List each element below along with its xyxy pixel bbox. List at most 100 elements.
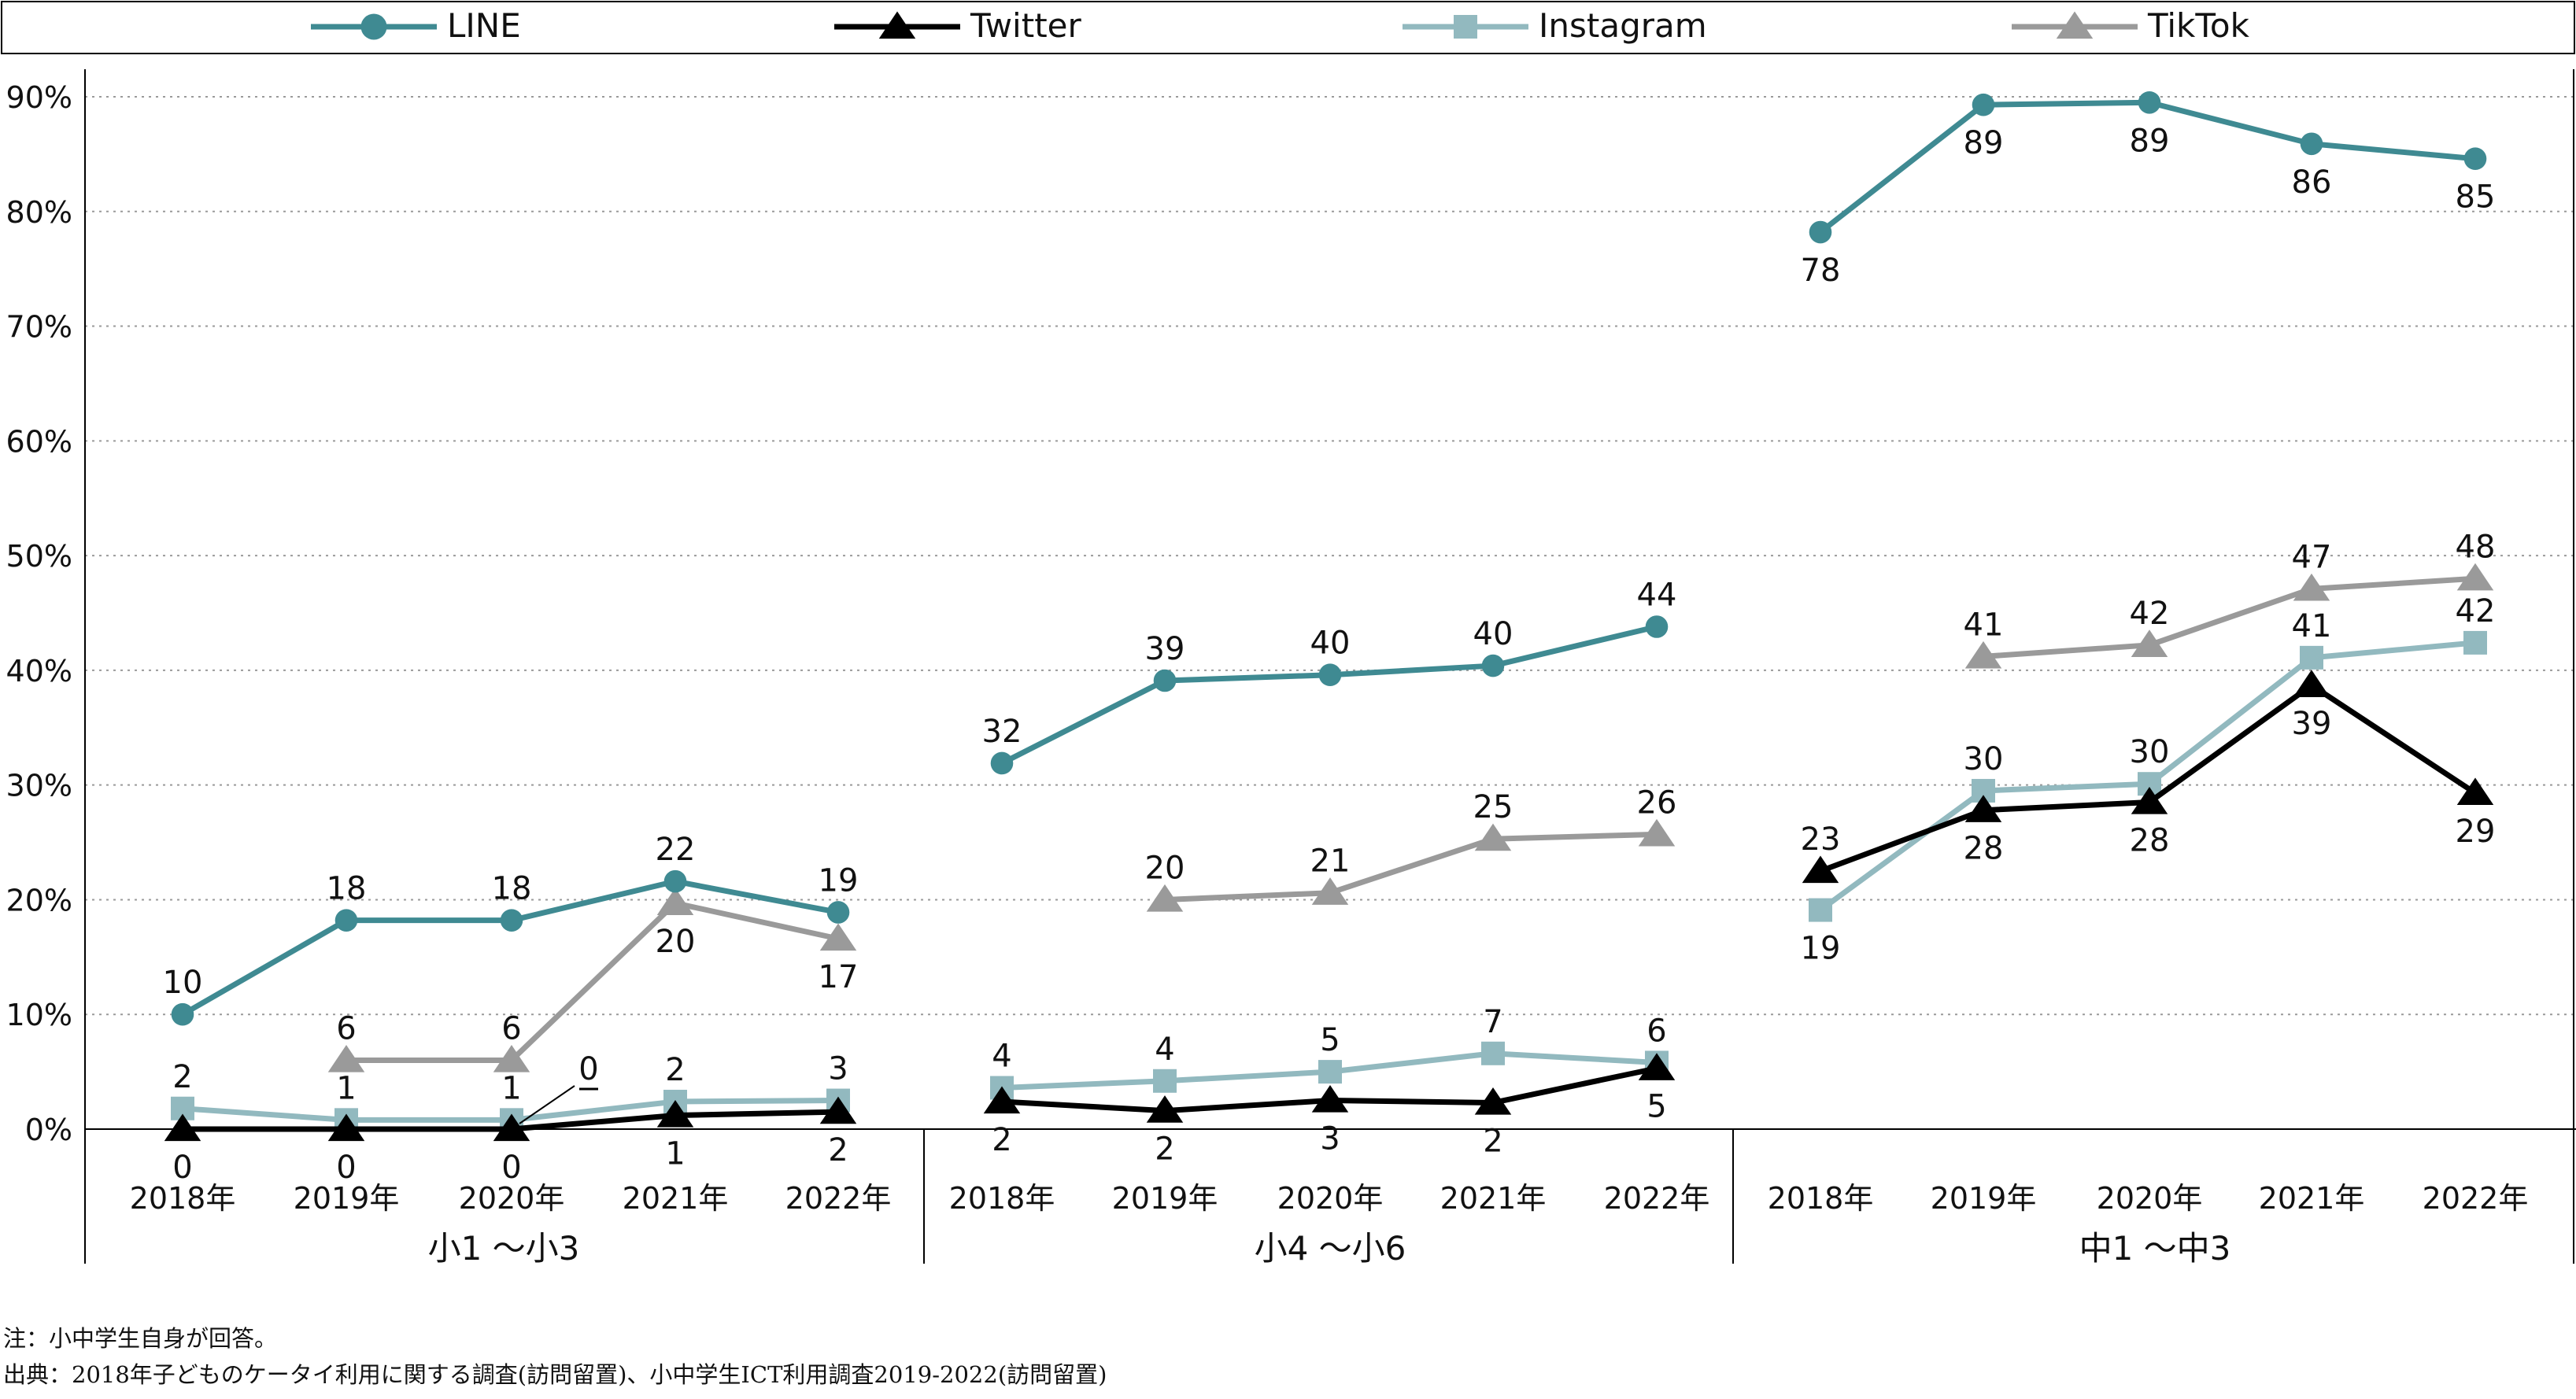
point-tiktok xyxy=(2456,563,2494,591)
y-tick-label: 90% xyxy=(6,80,72,115)
data-label-line: 22 xyxy=(656,832,696,868)
data-label-twitter: 2 xyxy=(992,1122,1011,1158)
data-label-instagram: 5 xyxy=(1320,1022,1340,1058)
x-tick-label: 2019年 xyxy=(1931,1181,2037,1216)
y-tick-label: 10% xyxy=(6,998,72,1032)
point-line xyxy=(1809,220,1832,244)
point-tiktok xyxy=(1638,818,1676,847)
point-line xyxy=(1645,615,1669,638)
point-line xyxy=(1972,93,1995,116)
x-tick-label: 2022年 xyxy=(785,1181,892,1216)
point-tiktok xyxy=(819,923,857,951)
point-line xyxy=(334,909,358,932)
data-label-line: 40 xyxy=(1473,616,1513,652)
point-instagram xyxy=(2463,630,2487,655)
point-twitter xyxy=(656,1099,694,1128)
x-tick-label: 2019年 xyxy=(1112,1181,1218,1216)
data-label-instagram: 30 xyxy=(2130,734,2170,770)
group-label: 小1 〜小3 xyxy=(428,1229,580,1268)
legend-label-tiktok: TikTok xyxy=(2147,6,2250,45)
data-label-twitter: 29 xyxy=(2456,814,2496,850)
data-label-tiktok: 42 xyxy=(2130,596,2170,632)
data-label-twitter: 0 xyxy=(336,1150,356,1186)
point-line xyxy=(826,901,850,924)
group-label: 小4 〜小6 xyxy=(1255,1229,1406,1268)
data-label-line: 89 xyxy=(2130,123,2170,159)
data-label-instagram: 2 xyxy=(665,1052,685,1088)
y-tick-label: 80% xyxy=(6,195,72,230)
point-line xyxy=(663,869,687,893)
data-label-twitter: 2 xyxy=(828,1132,848,1168)
point-instagram xyxy=(1153,1069,1177,1093)
point-line xyxy=(1153,669,1177,692)
data-label-line: 19 xyxy=(819,862,859,899)
point-tiktok xyxy=(2131,629,2168,657)
data-label-instagram: 1 xyxy=(501,1070,521,1106)
point-instagram xyxy=(1481,1041,1505,1065)
data-label-tiktok: 20 xyxy=(1145,850,1185,886)
data-label-twitter: 1 xyxy=(665,1136,685,1172)
data-label-tiktok: 48 xyxy=(2456,529,2496,565)
series-line-tiktok xyxy=(346,900,839,1064)
point-twitter xyxy=(2293,670,2330,697)
point-twitter xyxy=(327,1113,365,1142)
annotation-label: 0 xyxy=(578,1051,598,1087)
data-label-twitter: 2 xyxy=(1155,1131,1174,1168)
legend-marker-line xyxy=(360,13,387,40)
data-label-tiktok: 21 xyxy=(1310,843,1351,880)
point-line xyxy=(2463,147,2487,171)
data-label-tiktok: 20 xyxy=(656,924,696,960)
source-text: 出典：2018年子どものケータイ利用に関する調査(訪問留置)、小中学生ICT利用… xyxy=(3,1361,1107,1388)
data-label-instagram: 42 xyxy=(2456,593,2496,629)
x-tick-label: 2019年 xyxy=(294,1181,400,1216)
point-tiktok xyxy=(2293,573,2330,601)
data-label-line: 32 xyxy=(982,714,1022,750)
data-label-line: 85 xyxy=(2456,179,2496,216)
point-line xyxy=(2300,132,2323,156)
data-label-instagram: 7 xyxy=(1483,1004,1502,1040)
data-label-tiktok: 26 xyxy=(1637,784,1677,821)
point-twitter xyxy=(493,1113,530,1142)
group-label: 中1 〜中3 xyxy=(2079,1229,2231,1268)
series-line-line xyxy=(1818,99,2476,234)
point-line xyxy=(1481,654,1505,677)
data-label-instagram: 4 xyxy=(1155,1032,1174,1068)
point-tiktok xyxy=(1311,877,1349,905)
x-tick-label: 2021年 xyxy=(623,1181,729,1216)
y-tick-label: 50% xyxy=(6,539,72,574)
x-tick-label: 2022年 xyxy=(2423,1181,2529,1216)
data-label-tiktok: 6 xyxy=(501,1011,521,1047)
point-tiktok xyxy=(493,1045,530,1072)
data-label-tiktok: 6 xyxy=(336,1011,356,1047)
x-tick-label: 2020年 xyxy=(459,1181,565,1216)
legend-marker-tiktok xyxy=(2056,11,2094,39)
data-label-instagram: 30 xyxy=(1964,741,2004,777)
point-twitter xyxy=(1474,1087,1512,1115)
point-instagram xyxy=(1809,898,1832,922)
point-instagram xyxy=(1318,1060,1342,1084)
data-label-line: 18 xyxy=(327,871,367,907)
point-tiktok xyxy=(1474,823,1512,851)
legend-label-twitter: Twitter xyxy=(970,6,1081,45)
data-label-twitter: 23 xyxy=(1801,821,1841,858)
data-label-twitter: 28 xyxy=(1964,831,2004,867)
point-line xyxy=(1318,663,1342,687)
data-label-instagram: 6 xyxy=(1646,1013,1666,1049)
data-label-instagram: 41 xyxy=(2292,608,2332,644)
data-label-line: 78 xyxy=(1801,253,1841,289)
point-line xyxy=(171,1002,194,1026)
data-label-instagram: 19 xyxy=(1801,931,1841,967)
notes: 注：小中学生自身が回答。 出典：2018年子どものケータイ利用に関する調査(訪問… xyxy=(3,1320,1107,1393)
data-label-tiktok: 47 xyxy=(2292,539,2332,575)
data-label-twitter: 5 xyxy=(1646,1089,1666,1125)
data-label-line: 18 xyxy=(492,871,532,907)
point-tiktok xyxy=(656,888,694,915)
point-twitter xyxy=(164,1113,201,1142)
y-tick-label: 20% xyxy=(6,883,72,917)
x-tick-label: 2021年 xyxy=(1440,1181,1547,1216)
data-label-line: 86 xyxy=(2292,164,2332,201)
legend: LINE Twitter Instagram TikTok xyxy=(1,1,2575,54)
legend-label-instagram: Instagram xyxy=(1539,6,1707,45)
